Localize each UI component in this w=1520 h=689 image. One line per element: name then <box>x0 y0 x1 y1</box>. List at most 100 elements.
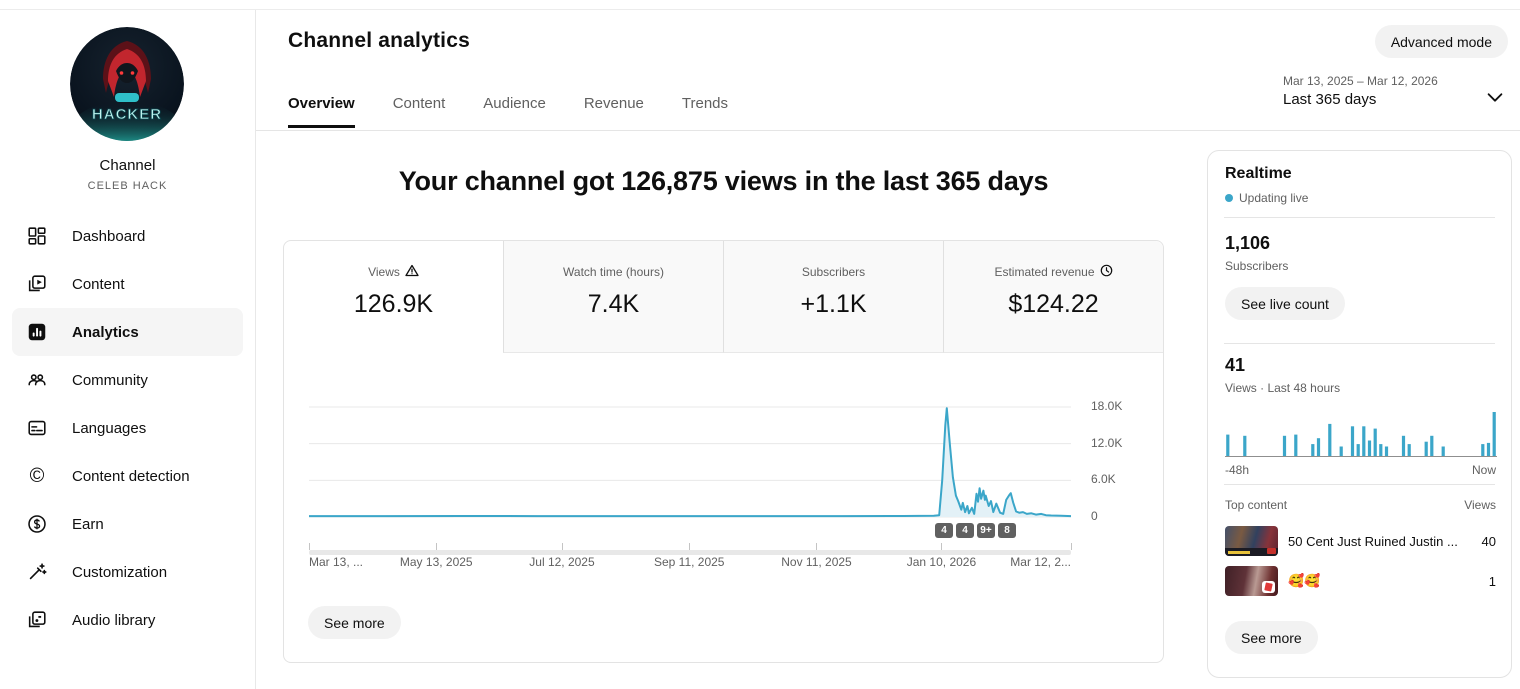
sidebar-item-label: Content <box>72 275 125 293</box>
sidebar-item-label: Dashboard <box>72 227 146 245</box>
sidebar-item-dashboard[interactable]: Dashboard <box>12 212 243 260</box>
tab-audience[interactable]: Audience <box>483 95 546 112</box>
top-divider <box>0 9 1520 10</box>
x-axis-tick <box>816 543 818 550</box>
views-line-chart[interactable] <box>308 391 1072 521</box>
metric-label: Estimated revenue <box>994 265 1095 279</box>
sidebar-item-content[interactable]: Content <box>12 260 243 308</box>
date-range-label: Last 365 days <box>1283 91 1377 108</box>
clock-icon <box>1100 264 1113 280</box>
metric-label: Subscribers <box>801 265 866 279</box>
realtime-card: Realtime Updating live 1,106 Subscribers… <box>1207 150 1512 678</box>
advanced-mode-button[interactable]: Advanced mode <box>1374 25 1508 58</box>
realtime-title: Realtime <box>1225 165 1292 182</box>
video-thumbnail <box>1225 526 1278 556</box>
metric-watch-time[interactable]: Watch time (hours) 7.4K <box>503 241 723 353</box>
tab-revenue[interactable]: Revenue <box>583 95 644 112</box>
channel-name: Channel <box>99 157 156 174</box>
channel-avatar[interactable]: HACKER <box>70 27 184 141</box>
chart-badge[interactable]: 4 <box>956 523 974 538</box>
sidebar-item-community[interactable]: Community <box>12 356 243 404</box>
sidebar-item-earn[interactable]: Earn <box>12 500 243 548</box>
realtime-views-label: Views · Last 48 hours <box>1225 381 1341 395</box>
sidebar-item-analytics[interactable]: Analytics <box>12 308 243 356</box>
sidebar-item-label: Community <box>72 371 148 389</box>
warning-icon <box>405 264 419 280</box>
x-axis-tick <box>689 543 691 550</box>
metric-value: 7.4K <box>587 290 640 318</box>
x-axis-tick-label: Jan 10, 2026 <box>906 555 977 569</box>
top-content-label: Top content <box>1225 498 1288 512</box>
axis-right-label: Now <box>1471 463 1496 477</box>
divider <box>1224 217 1495 218</box>
metric-tabs-row: Views 126.9K Watch time (hours) 7.4K Sub… <box>284 241 1163 353</box>
realtime-bar-chart[interactable] <box>1225 409 1497 457</box>
see-more-button[interactable]: See more <box>308 606 401 639</box>
x-axis-tick-label: Mar 12, 2... <box>1010 555 1071 569</box>
chart-badge[interactable]: 8 <box>998 523 1016 538</box>
realtime-axis-labels: -48h Now <box>1225 463 1496 477</box>
sidebar-menu: Dashboard Content Analytics <box>0 212 255 644</box>
metric-value: 126.9K <box>353 290 434 318</box>
date-range-selector[interactable]: Mar 13, 2025 – Mar 12, 2026 Last 365 day… <box>1283 74 1438 108</box>
divider <box>1224 484 1495 485</box>
updating-live-label: Updating live <box>1239 191 1309 205</box>
see-live-count-button[interactable]: See live count <box>1225 287 1345 320</box>
y-axis-tick-label: 18.0K <box>1091 399 1123 413</box>
x-axis-tick <box>1071 543 1072 550</box>
tab-overview[interactable]: Overview <box>288 95 355 128</box>
community-icon <box>26 369 48 391</box>
sidebar-item-content-detection[interactable]: © Content detection <box>12 452 243 500</box>
x-axis-bar <box>309 550 1071 555</box>
video-views: 1 <box>1488 573 1496 589</box>
video-views: 40 <box>1481 533 1496 549</box>
metric-label: Watch time (hours) <box>563 265 664 279</box>
top-content-row[interactable]: 50 Cent Just Ruined Justin ... 40 <box>1225 526 1496 556</box>
date-range-text: Mar 13, 2025 – Mar 12, 2026 <box>1283 74 1438 88</box>
live-dot-icon <box>1225 194 1233 202</box>
tabs-bottom-border <box>256 130 1520 131</box>
chart-badge[interactable]: 4 <box>935 523 953 538</box>
y-axis-tick-label: 6.0K <box>1091 472 1116 487</box>
metric-subscribers[interactable]: Subscribers +1.1K <box>723 241 943 353</box>
views-column-label: Views <box>1464 498 1496 512</box>
x-axis-tick <box>561 543 563 550</box>
metric-views[interactable]: Views 126.9K <box>284 241 503 353</box>
dollar-icon <box>26 513 48 535</box>
content-icon <box>26 273 48 295</box>
sidebar-item-customization[interactable]: Customization <box>12 548 243 596</box>
sidebar-item-languages[interactable]: Languages <box>12 404 243 452</box>
realtime-subscribers-label: Subscribers <box>1225 259 1289 273</box>
sidebar-item-audio-library[interactable]: Audio library <box>12 596 243 644</box>
metric-estimated-revenue[interactable]: Estimated revenue $124.22 <box>943 241 1163 353</box>
tab-content[interactable]: Content <box>392 95 446 112</box>
realtime-views-count: 41 <box>1225 355 1246 375</box>
video-title: 50 Cent Just Ruined Justin ... <box>1288 533 1458 549</box>
languages-icon <box>26 417 48 439</box>
x-axis-tick-label: Nov 11, 2025 <box>781 555 852 569</box>
video-thumbnail <box>1225 566 1278 596</box>
chart-badge[interactable]: 9+ <box>977 523 995 538</box>
analytics-tabs: Overview Content Audience Revenue Trends <box>288 95 728 128</box>
sidebar-item-label: Languages <box>72 419 147 437</box>
sidebar-item-label: Earn <box>72 515 104 533</box>
top-content-row[interactable]: 🥰🥰 1 <box>1225 566 1496 596</box>
x-axis-tick-label: May 13, 2025 <box>399 555 473 569</box>
magic-wand-icon <box>26 561 48 583</box>
analytics-overview-card: Views 126.9K Watch time (hours) 7.4K Sub… <box>283 240 1164 663</box>
sidebar-item-label: Audio library <box>72 611 156 629</box>
hacker-logo: HACKER <box>70 27 184 141</box>
realtime-subscriber-count: 1,106 <box>1225 233 1271 253</box>
metric-label: Views <box>368 265 400 279</box>
music-note-icon <box>26 609 48 631</box>
see-more-button[interactable]: See more <box>1225 621 1318 654</box>
analytics-icon <box>26 321 48 343</box>
metric-value: $124.22 <box>1008 290 1099 318</box>
tab-trends[interactable]: Trends <box>681 95 729 112</box>
channel-handle: CELEB HACK <box>87 180 168 192</box>
y-axis-tick-label: 12.0K <box>1091 435 1123 450</box>
chevron-down-icon[interactable] <box>1484 86 1506 108</box>
dashboard-icon <box>26 225 48 247</box>
x-axis-tick-label: Jul 12, 2025 <box>529 555 595 569</box>
